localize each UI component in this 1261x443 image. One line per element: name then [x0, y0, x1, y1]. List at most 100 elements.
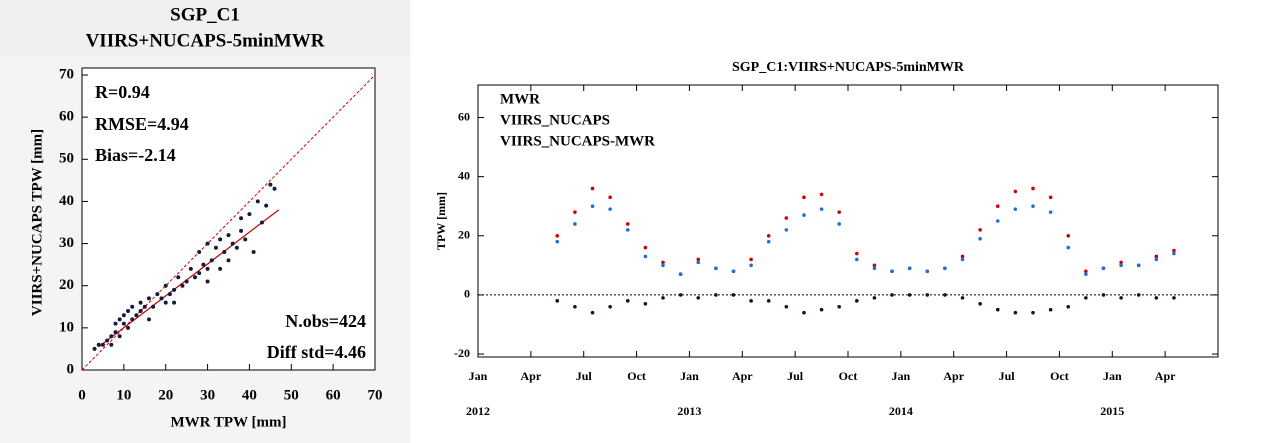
- point: [1066, 245, 1071, 250]
- point: [995, 204, 1000, 209]
- y-tick-label: 10: [59, 319, 74, 335]
- x-tick-label: Jul: [787, 369, 804, 383]
- point: [184, 279, 189, 284]
- stat-annotation: Diff std=4.46: [267, 342, 366, 362]
- point: [661, 296, 665, 300]
- point: [749, 257, 753, 262]
- point: [167, 292, 172, 297]
- point: [109, 342, 114, 347]
- x-tick-label: 40: [242, 387, 257, 403]
- point: [138, 309, 143, 313]
- y-tick-label: 40: [59, 193, 74, 209]
- y-tick-label: 50: [59, 151, 74, 167]
- legend-entry: VIIRS_NUCAPS: [500, 112, 610, 128]
- x-tick-label: Jan: [680, 369, 699, 383]
- point: [907, 293, 912, 297]
- year-label: 2014: [889, 404, 913, 418]
- point: [218, 266, 223, 271]
- x-tick-label: 60: [326, 387, 341, 403]
- point: [925, 269, 930, 274]
- point: [766, 239, 771, 244]
- point: [1031, 310, 1035, 315]
- point: [272, 186, 277, 191]
- y-tick-label: 20: [59, 277, 74, 293]
- point: [1048, 195, 1053, 200]
- point: [239, 216, 244, 221]
- point: [978, 228, 982, 232]
- point: [1101, 293, 1106, 297]
- point: [1031, 186, 1035, 191]
- point: [138, 300, 143, 305]
- point: [925, 293, 930, 297]
- point: [555, 299, 560, 303]
- point: [573, 222, 577, 226]
- point: [159, 296, 164, 301]
- point: [251, 250, 256, 254]
- y-tick-label: 0: [67, 361, 75, 377]
- point: [960, 257, 965, 262]
- point: [784, 304, 789, 309]
- year-label: 2013: [677, 404, 701, 418]
- point: [1013, 310, 1018, 315]
- point: [766, 299, 771, 303]
- y-tick-label: 70: [59, 66, 74, 82]
- point: [731, 269, 736, 274]
- point: [197, 271, 202, 276]
- y-tick-label: 20: [458, 228, 470, 242]
- point: [113, 321, 118, 326]
- point: [121, 313, 126, 318]
- point: [573, 210, 577, 214]
- point: [1066, 304, 1071, 309]
- point: [819, 192, 824, 197]
- x-axis-label: MWR TPW [mm]: [170, 414, 286, 430]
- point: [1119, 263, 1123, 268]
- point: [784, 228, 789, 232]
- point: [819, 307, 824, 312]
- point: [222, 250, 227, 254]
- y-tick-label: -20: [454, 346, 470, 360]
- x-tick-label: 50: [284, 387, 299, 403]
- point: [749, 263, 753, 268]
- point: [907, 266, 912, 271]
- point: [1119, 296, 1123, 300]
- point: [1013, 189, 1018, 194]
- point: [749, 299, 753, 303]
- y-tick-label: 30: [59, 235, 74, 251]
- point: [1172, 296, 1176, 300]
- point: [995, 307, 1000, 312]
- point: [678, 293, 683, 297]
- point: [714, 266, 718, 271]
- point: [890, 269, 894, 274]
- point: [608, 195, 612, 200]
- point: [855, 257, 859, 262]
- point: [802, 213, 806, 217]
- x-tick-label: Apr: [943, 369, 964, 383]
- point: [837, 222, 841, 226]
- point: [172, 300, 177, 305]
- point: [130, 304, 135, 309]
- x-tick-label: Oct: [627, 369, 646, 383]
- point: [855, 299, 859, 303]
- point: [1084, 272, 1088, 277]
- point: [1101, 266, 1106, 271]
- point: [608, 207, 612, 211]
- x-tick-label: 70: [368, 387, 383, 403]
- point: [661, 263, 665, 268]
- title-panel: [0, 0, 410, 56]
- point: [872, 266, 877, 271]
- chart-title: VIIRS+NUCAPS-5minMWR: [86, 30, 325, 51]
- y-tick-label: 60: [59, 109, 74, 125]
- point: [696, 296, 701, 300]
- point: [117, 334, 122, 339]
- point: [197, 250, 202, 254]
- point: [608, 304, 612, 309]
- point: [678, 272, 683, 277]
- point: [121, 321, 126, 326]
- point: [105, 338, 110, 343]
- point: [176, 275, 181, 280]
- point: [643, 254, 648, 259]
- point: [1031, 204, 1035, 209]
- point: [837, 304, 841, 309]
- point: [943, 293, 947, 297]
